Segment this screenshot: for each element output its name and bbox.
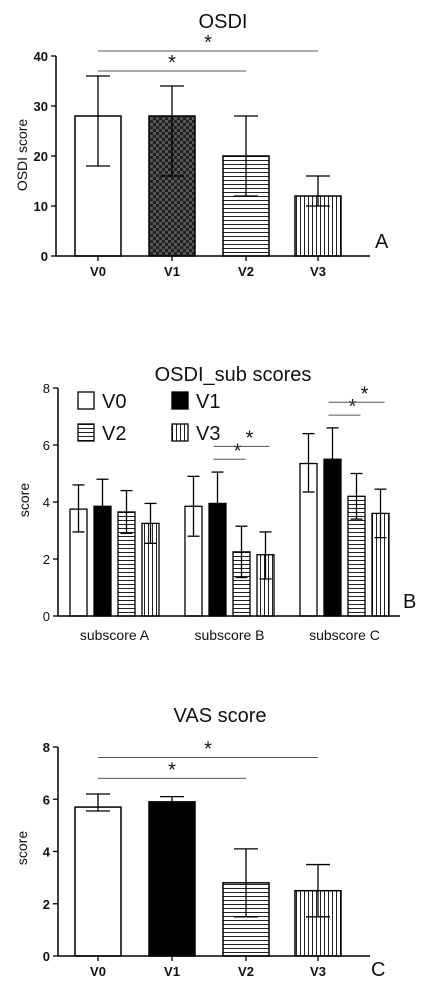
chart-title: OSDI_sub scores bbox=[155, 364, 312, 386]
panel-b: OSDI_sub scores score B subscore A subsco… bbox=[16, 364, 416, 643]
x-tick-label: subscore C bbox=[309, 627, 380, 643]
significance-star: * bbox=[361, 383, 369, 405]
x-tick-label: V2 bbox=[238, 264, 254, 279]
significance-star: * bbox=[204, 738, 212, 760]
chart-title: OSDI bbox=[199, 11, 248, 33]
x-tick-label: V0 bbox=[90, 264, 106, 279]
legend-label: V1 bbox=[196, 391, 220, 413]
x-tick-label: subscore B bbox=[194, 627, 264, 643]
y-axis-label: score bbox=[14, 831, 30, 865]
x-tick-label: V2 bbox=[238, 964, 254, 979]
y-tick-label: 0 bbox=[43, 609, 50, 624]
panel-letter: B bbox=[403, 591, 416, 613]
y-tick-label: 4 bbox=[43, 495, 50, 510]
y-tick-label: 6 bbox=[43, 792, 50, 807]
chart-title: VAS score bbox=[174, 705, 267, 727]
panel-letter: C bbox=[371, 959, 385, 981]
legend-swatch bbox=[171, 423, 189, 442]
panel-c: VAS score score C V0 V1 V2 V3 0 2 4 6 8 * * bbox=[14, 705, 385, 981]
panel-a: OSDI OSDI score A V0 V1 V2 V3 0 10 20 30 40 * * bbox=[14, 11, 389, 279]
significance-star: * bbox=[349, 396, 357, 418]
legend-label: V0 bbox=[102, 391, 126, 413]
bar bbox=[74, 806, 122, 957]
x-tick-label: V3 bbox=[310, 964, 326, 979]
y-tick-label: 2 bbox=[43, 552, 50, 567]
legend-swatch bbox=[171, 391, 189, 410]
bar bbox=[148, 801, 196, 957]
legend-label: V3 bbox=[196, 423, 220, 445]
significance-star: * bbox=[204, 32, 212, 54]
x-tick-label: V1 bbox=[164, 264, 180, 279]
x-tick-label: V0 bbox=[90, 964, 106, 979]
legend-label: V2 bbox=[102, 423, 126, 445]
x-tick-label: subscore A bbox=[80, 627, 150, 643]
y-tick-label: 8 bbox=[43, 381, 50, 396]
significance-star: * bbox=[234, 440, 242, 462]
legend-swatch bbox=[77, 391, 95, 410]
significance-star: * bbox=[168, 52, 176, 74]
y-tick-label: 2 bbox=[43, 897, 50, 912]
panel-letter: A bbox=[375, 231, 389, 253]
y-tick-label: 6 bbox=[43, 438, 50, 453]
y-tick-label: 4 bbox=[43, 845, 51, 860]
x-tick-label: V3 bbox=[310, 264, 326, 279]
x-tick-label: V1 bbox=[164, 964, 180, 979]
y-axis-label: OSDI score bbox=[14, 119, 30, 192]
y-tick-label: 0 bbox=[41, 249, 48, 264]
y-tick-label: 10 bbox=[34, 199, 48, 214]
legend-swatch bbox=[77, 423, 95, 442]
significance-star: * bbox=[246, 427, 254, 449]
y-axis-label: score bbox=[16, 483, 32, 517]
chart-c-marks: V0 V1 V2 V3 0 2 4 6 8 * * bbox=[43, 738, 370, 979]
y-tick-label: 40 bbox=[34, 49, 48, 64]
y-tick-label: 20 bbox=[34, 149, 48, 164]
significance-star: * bbox=[168, 759, 176, 781]
y-tick-label: 8 bbox=[43, 740, 50, 755]
y-tick-label: 0 bbox=[43, 949, 50, 964]
y-tick-label: 30 bbox=[34, 99, 48, 114]
chart-a-marks: V0 V1 V2 V3 0 10 20 30 40 * * bbox=[34, 32, 370, 279]
